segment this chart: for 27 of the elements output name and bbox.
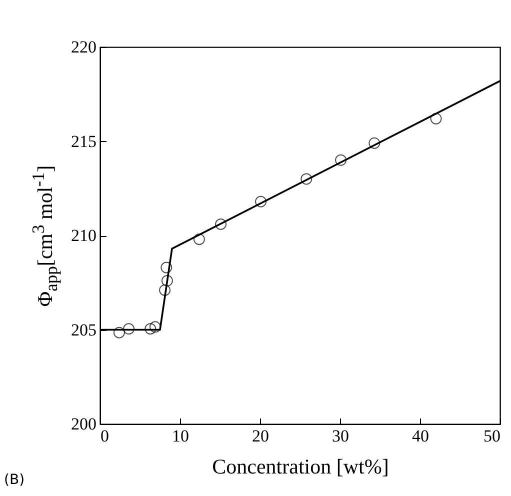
y-tick-label: 200 (71, 414, 96, 434)
point (113, 326, 125, 338)
y-tick-label: 220 (71, 38, 96, 56)
point (193, 234, 205, 246)
point (255, 196, 267, 208)
x-axis-title: Concentration [wt%] (212, 454, 389, 478)
point (160, 262, 172, 274)
point (335, 154, 347, 166)
point (123, 323, 135, 335)
point (368, 137, 380, 149)
x-tick-label: 30 (332, 426, 349, 446)
y-tick-label: 215 (71, 132, 96, 151)
point (430, 112, 442, 124)
point (149, 321, 161, 333)
x-tick-label: 20 (252, 426, 269, 446)
point (159, 284, 171, 296)
x-tick-label: 10 (172, 426, 189, 446)
y-tick-label: 205 (71, 320, 96, 340)
x-tick-label: 40 (412, 426, 429, 446)
x-tick-label: 0 (100, 426, 109, 446)
point (300, 173, 312, 185)
point (144, 323, 156, 335)
y-tick-label: 210 (71, 226, 96, 245)
x-tick-label: 50 (484, 426, 500, 446)
text: (B) (4, 472, 25, 488)
point (215, 218, 227, 230)
point (161, 275, 173, 286)
